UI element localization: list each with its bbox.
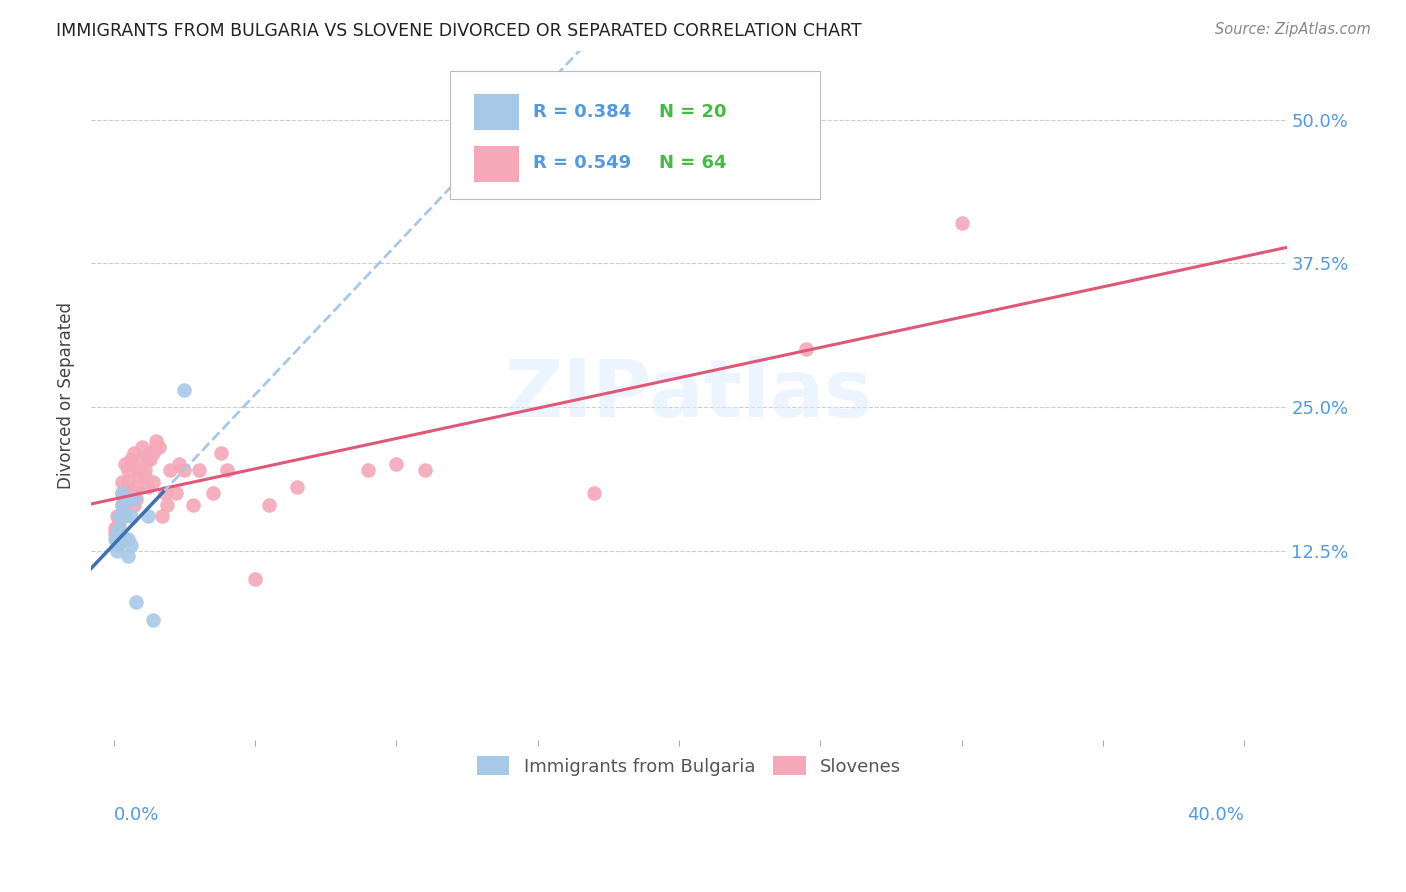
Point <box>142 446 165 460</box>
Point <box>107 538 129 552</box>
Point <box>150 509 173 524</box>
Point <box>243 572 266 586</box>
Point <box>136 451 159 466</box>
Point <box>122 498 145 512</box>
Point <box>148 440 170 454</box>
Point <box>209 446 232 460</box>
Point <box>128 463 150 477</box>
Point <box>104 532 127 546</box>
Point <box>114 532 136 546</box>
Text: 40.0%: 40.0% <box>1187 805 1244 823</box>
Text: IMMIGRANTS FROM BULGARIA VS SLOVENE DIVORCED OR SEPARATED CORRELATION CHART: IMMIGRANTS FROM BULGARIA VS SLOVENE DIVO… <box>56 22 862 40</box>
Point <box>111 475 134 489</box>
Point <box>145 440 167 454</box>
Point <box>142 475 165 489</box>
Point <box>117 475 139 489</box>
Point <box>114 498 136 512</box>
Point <box>104 526 127 541</box>
Point <box>108 521 131 535</box>
Point <box>114 458 136 472</box>
Point <box>165 486 187 500</box>
Point <box>111 498 134 512</box>
Point <box>111 486 134 500</box>
Point <box>111 498 134 512</box>
Point <box>114 509 136 524</box>
Point <box>134 469 156 483</box>
Y-axis label: Divorced or Separated: Divorced or Separated <box>58 302 75 489</box>
Point <box>173 463 195 477</box>
Point <box>139 446 162 460</box>
Point <box>117 486 139 500</box>
Point <box>105 532 128 546</box>
Point <box>120 451 142 466</box>
Point <box>105 538 128 552</box>
Text: R = 0.384: R = 0.384 <box>533 103 631 121</box>
Point <box>128 469 150 483</box>
Point <box>117 549 139 564</box>
Point <box>108 509 131 524</box>
Point <box>139 451 162 466</box>
Point <box>950 216 973 230</box>
Point <box>794 343 817 357</box>
FancyBboxPatch shape <box>474 145 519 182</box>
Point <box>167 458 190 472</box>
Legend: Immigrants from Bulgaria, Slovenes: Immigrants from Bulgaria, Slovenes <box>470 749 908 783</box>
Point <box>142 613 165 627</box>
Point <box>125 595 148 609</box>
Point <box>125 491 148 506</box>
Point <box>131 440 153 454</box>
Text: R = 0.549: R = 0.549 <box>533 154 631 172</box>
Point <box>114 486 136 500</box>
FancyBboxPatch shape <box>474 95 519 130</box>
Point <box>122 446 145 460</box>
Point <box>108 521 131 535</box>
Point <box>136 509 159 524</box>
Point <box>105 521 128 535</box>
Point <box>583 486 606 500</box>
Point <box>125 480 148 494</box>
Point <box>173 383 195 397</box>
Point <box>201 486 224 500</box>
Point <box>120 509 142 524</box>
Point <box>114 491 136 506</box>
Point <box>145 434 167 449</box>
Point <box>120 458 142 472</box>
Point <box>105 526 128 541</box>
Point <box>134 463 156 477</box>
Point <box>122 491 145 506</box>
Point <box>131 451 153 466</box>
Point <box>104 521 127 535</box>
Point <box>187 463 209 477</box>
Point <box>108 509 131 524</box>
Point <box>108 515 131 529</box>
Point <box>287 480 309 494</box>
Text: Source: ZipAtlas.com: Source: ZipAtlas.com <box>1215 22 1371 37</box>
Point <box>105 543 128 558</box>
Point <box>122 486 145 500</box>
Point <box>136 480 159 494</box>
Point <box>257 498 280 512</box>
Point <box>357 463 380 477</box>
Point <box>181 498 204 512</box>
Text: ZIPatlas: ZIPatlas <box>505 357 873 434</box>
Point <box>111 509 134 524</box>
FancyBboxPatch shape <box>450 71 820 199</box>
Point <box>156 498 179 512</box>
Point <box>153 486 176 500</box>
Point <box>159 463 181 477</box>
Point <box>117 463 139 477</box>
Text: N = 20: N = 20 <box>659 103 727 121</box>
Point <box>108 532 131 546</box>
Point <box>385 458 408 472</box>
Point <box>413 463 436 477</box>
Point <box>120 538 142 552</box>
Point <box>111 486 134 500</box>
Point <box>108 526 131 541</box>
Point <box>117 532 139 546</box>
Text: N = 64: N = 64 <box>659 154 727 172</box>
Text: 0.0%: 0.0% <box>114 805 159 823</box>
Point <box>105 509 128 524</box>
Point <box>215 463 238 477</box>
